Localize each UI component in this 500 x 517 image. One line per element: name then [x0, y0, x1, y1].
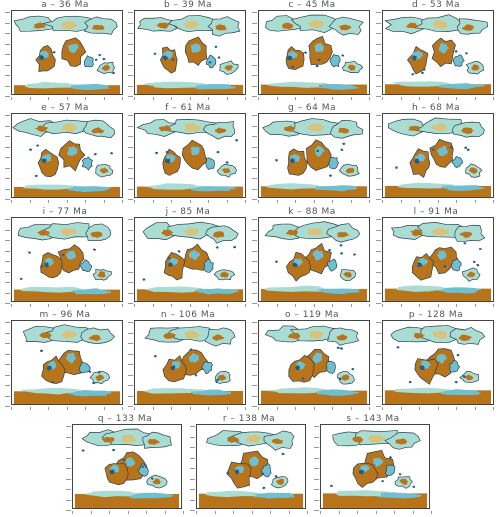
map-panel-g: g – 64 Ma [252, 103, 372, 204]
latitude-ticks [128, 217, 134, 304]
map-panel-k: k – 88 Ma [252, 207, 372, 308]
panel-title: a – 36 Ma [41, 0, 89, 10]
map-panel-r: r – 138 Ma [190, 414, 308, 515]
latitude-ticks [128, 320, 134, 407]
panel-title: e – 57 Ma [41, 103, 89, 113]
panel-title: m – 96 Ma [39, 310, 91, 320]
panel-title: o – 119 Ma [284, 310, 340, 320]
map-panel-l: l – 91 Ma [376, 207, 496, 308]
latitude-ticks [128, 10, 134, 97]
paleo-map [11, 10, 123, 95]
latitude-ticks [5, 217, 11, 304]
map-panel-c: c – 45 Ma [252, 0, 372, 101]
map-panel-a: a – 36 Ma [5, 0, 125, 101]
longitude-ticks [320, 510, 432, 514]
longitude-ticks [11, 199, 123, 203]
panel-title: k – 88 Ma [288, 207, 336, 217]
paleo-map [134, 113, 246, 198]
map-panel-b: b – 39 Ma [128, 0, 248, 101]
longitude-ticks [258, 199, 370, 203]
map-panel-i: i – 77 Ma [5, 207, 125, 308]
paleo-map [134, 217, 246, 302]
map-panel-q: q – 133 Ma [66, 414, 184, 515]
paleo-map [258, 10, 370, 95]
longitude-ticks [382, 96, 494, 100]
latitude-ticks [252, 113, 258, 200]
longitude-ticks [134, 303, 246, 307]
paleo-map [134, 320, 246, 405]
map-panel-j: j – 85 Ma [128, 207, 248, 308]
panel-title: f – 61 Ma [165, 103, 211, 113]
latitude-ticks [376, 113, 382, 200]
longitude-ticks [196, 510, 308, 514]
panel-title: q – 133 Ma [97, 414, 153, 424]
latitude-ticks [128, 113, 134, 200]
panel-title: j – 85 Ma [165, 207, 211, 217]
paleo-map [258, 217, 370, 302]
paleo-map [134, 10, 246, 95]
longitude-ticks [11, 303, 123, 307]
map-panel-d: d – 53 Ma [376, 0, 496, 101]
panel-title: h – 68 Ma [411, 103, 461, 113]
panel-title: l – 91 Ma [413, 207, 459, 217]
longitude-ticks [382, 406, 494, 410]
panel-title: s – 143 Ma [346, 414, 400, 424]
latitude-ticks [5, 320, 11, 407]
longitude-ticks [11, 406, 123, 410]
paleo-map [11, 217, 123, 302]
panel-title: c – 45 Ma [288, 0, 336, 10]
paleo-map [11, 113, 123, 198]
paleo-map [320, 424, 430, 509]
longitude-ticks [258, 96, 370, 100]
latitude-ticks [314, 424, 320, 511]
paleo-map [72, 424, 182, 509]
latitude-ticks [190, 424, 196, 511]
panel-title: r – 138 Ma [222, 414, 276, 424]
map-panel-s: s – 143 Ma [314, 414, 432, 515]
longitude-ticks [258, 303, 370, 307]
panel-title: b – 39 Ma [163, 0, 213, 10]
longitude-ticks [72, 510, 184, 514]
longitude-ticks [382, 303, 494, 307]
longitude-ticks [134, 96, 246, 100]
latitude-ticks [252, 217, 258, 304]
paleo-map [382, 10, 494, 95]
longitude-ticks [11, 96, 123, 100]
latitude-ticks [252, 320, 258, 407]
map-panel-e: e – 57 Ma [5, 103, 125, 204]
panel-title: g – 64 Ma [287, 103, 337, 113]
map-panel-f: f – 61 Ma [128, 103, 248, 204]
map-panel-n: n – 106 Ma [128, 310, 248, 411]
map-panel-h: h – 68 Ma [376, 103, 496, 204]
latitude-ticks [376, 217, 382, 304]
map-panel-p: p – 128 Ma [376, 310, 496, 411]
latitude-ticks [252, 10, 258, 97]
latitude-ticks [5, 10, 11, 97]
panel-title: n – 106 Ma [160, 310, 216, 320]
panel-title: i – 77 Ma [42, 207, 88, 217]
panel-title: p – 128 Ma [408, 310, 464, 320]
paleo-map [11, 320, 123, 405]
longitude-ticks [134, 406, 246, 410]
longitude-ticks [382, 199, 494, 203]
latitude-ticks [66, 424, 72, 511]
paleo-map [382, 320, 494, 405]
longitude-ticks [258, 406, 370, 410]
map-panel-o: o – 119 Ma [252, 310, 372, 411]
paleo-map [382, 113, 494, 198]
paleo-map [196, 424, 306, 509]
paleo-map [258, 320, 370, 405]
paleo-map [258, 113, 370, 198]
paleo-map [382, 217, 494, 302]
panel-title: d – 53 Ma [411, 0, 461, 10]
latitude-ticks [376, 10, 382, 97]
latitude-ticks [376, 320, 382, 407]
longitude-ticks [134, 199, 246, 203]
map-panel-m: m – 96 Ma [5, 310, 125, 411]
latitude-ticks [5, 113, 11, 200]
